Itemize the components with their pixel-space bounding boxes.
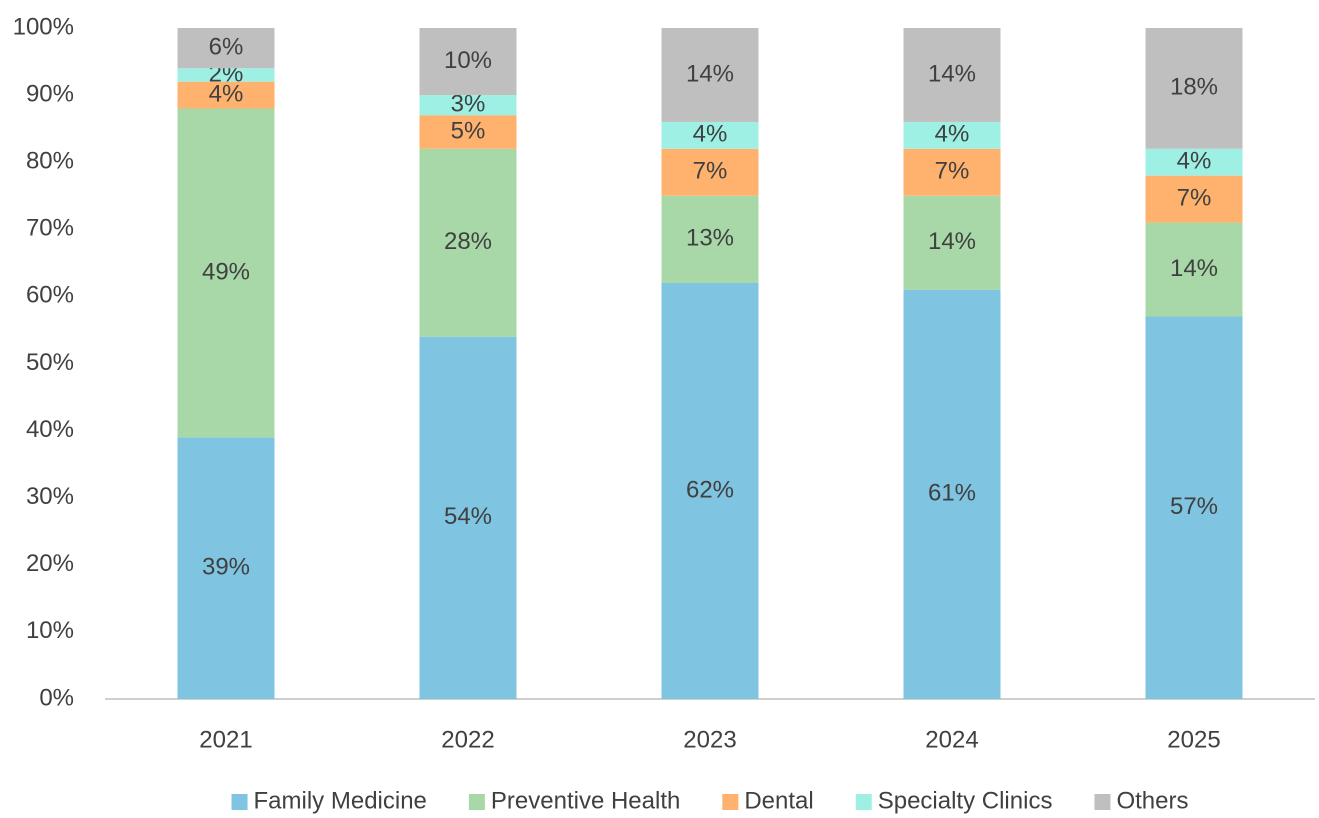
data-label: 14% [1170,255,1218,282]
x-tick-label: 2022 [441,726,494,753]
legend-swatch [468,794,485,810]
bar-segment [177,28,275,69]
y-tick-label: 0% [39,684,74,711]
bar-segment [1145,175,1243,223]
legend-swatch [855,794,872,810]
x-tick-label: 2023 [683,726,736,753]
data-label: 4% [1177,148,1212,175]
data-label: 28% [444,228,492,255]
bar-segment [661,28,759,122]
legend-label: Dental [744,787,813,814]
bar-segment [419,336,517,699]
y-tick-label: 70% [26,215,74,242]
data-label: 14% [928,228,976,255]
x-tick-label: 2024 [925,726,978,753]
bar-segment [177,437,275,699]
y-tick-label: 40% [26,416,74,443]
y-tick-label: 50% [26,349,74,376]
y-tick-label: 60% [26,282,74,309]
bar-segment [1145,28,1243,149]
x-tick-label: 2025 [1167,726,1220,753]
y-tick-label: 20% [26,550,74,577]
y-tick-label: 100% [13,13,74,40]
bar-segment [903,28,1001,122]
data-label: 18% [1170,74,1218,101]
data-label: 14% [928,60,976,87]
data-label: 4% [209,80,244,107]
y-tick-label: 30% [26,483,74,510]
data-label: 4% [935,121,970,148]
bar-segment [903,289,1001,699]
bar-segment [1145,148,1243,176]
data-label: 14% [686,60,734,87]
bar-segment [903,195,1001,290]
legend-label: Specialty Clinics [878,787,1053,814]
data-label: 49% [202,258,250,285]
data-label: 4% [693,121,728,148]
data-label: 7% [935,158,970,185]
legend-swatch [231,794,248,810]
legend-swatch [722,794,739,810]
bar-segment [177,108,275,438]
bar-segment [903,148,1001,196]
bar-segment [661,195,759,283]
data-label: 7% [1177,184,1212,211]
bar-segment [419,115,517,149]
data-label: 57% [1170,493,1218,520]
y-tick-label: 80% [26,148,74,175]
bar-segment [661,282,759,699]
legend-label: Family Medicine [254,787,427,814]
y-tick-label: 90% [26,80,74,107]
bar-segment [1145,222,1243,317]
data-label: 62% [686,476,734,503]
data-label: 61% [928,480,976,507]
data-label: 5% [451,117,486,144]
data-label: 13% [686,225,734,252]
bar-segment [177,68,275,82]
data-label: 7% [693,158,728,185]
bar-segment [419,148,517,337]
legend-label: Others [1116,787,1188,814]
bar-segment [661,121,759,149]
bar-segment [661,148,759,196]
bar-segment [419,28,517,96]
legend-label: Preventive Health [491,787,680,814]
bar-segment [903,121,1001,149]
data-label: 54% [444,503,492,530]
bar-segment [177,81,275,109]
data-label: 6% [209,33,244,60]
legend-swatch [1094,794,1111,810]
bar-segment [419,95,517,116]
data-label: 39% [202,553,250,580]
bar-segment [1145,316,1243,699]
data-label: 10% [444,47,492,74]
y-tick-label: 10% [26,617,74,644]
x-tick-label: 2021 [199,726,252,753]
